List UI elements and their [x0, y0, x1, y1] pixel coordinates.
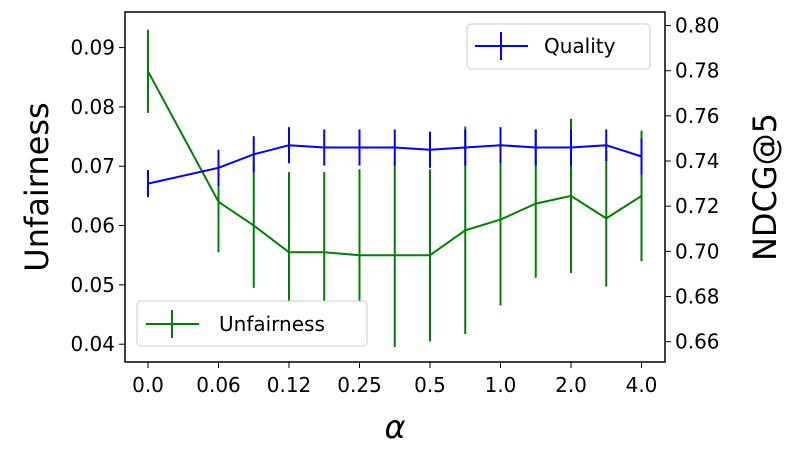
- y-right-tick-label: 0.74: [675, 149, 720, 173]
- series-quality: [147, 127, 643, 198]
- y-axis-right-title: NDCG@5: [746, 113, 784, 261]
- series-line-quality: [147, 144, 642, 185]
- x-tick-label: 0.5: [414, 373, 446, 397]
- series-unfairness: [147, 29, 643, 348]
- legend-quality-label: Quality: [544, 34, 616, 58]
- legend-quality-box: [466, 23, 651, 70]
- legend-quality-marker: [475, 32, 528, 60]
- legend-unfairness-box: [136, 300, 368, 347]
- x-tick-label: 2.0: [555, 373, 587, 397]
- y-right-tick-label: 0.76: [675, 104, 720, 128]
- x-tick-label: 0.25: [337, 373, 382, 397]
- x-tick-label: 1.0: [485, 373, 517, 397]
- series-layer: [147, 29, 643, 348]
- y-left-tick-label: 0.04: [70, 332, 115, 356]
- y-right-tick-label: 0.66: [675, 330, 720, 354]
- x-axis: 0.0 0.06 0.12 0.25 0.5 1.0 2.0 4.0: [132, 362, 657, 397]
- y-right-tick-label: 0.68: [675, 285, 720, 309]
- x-tick-label: 0.06: [196, 373, 241, 397]
- y-right-tick-label: 0.78: [675, 59, 720, 83]
- x-tick-label: 4.0: [626, 373, 658, 397]
- legend-unfairness-marker: [146, 310, 199, 338]
- y-right-tick-label: 0.72: [675, 194, 720, 218]
- y-left-tick-label: 0.09: [70, 36, 115, 60]
- legend-quality: Quality: [466, 23, 651, 70]
- y-left-tick-label: 0.08: [70, 95, 115, 119]
- y-left-tick-label: 0.05: [70, 273, 115, 297]
- legend-unfairness-label: Unfairness: [219, 312, 325, 336]
- x-tick-label: 0.0: [132, 373, 164, 397]
- y-right-tick-label: 0.70: [675, 239, 720, 263]
- y-axis-left: 0.04 0.05 0.06 0.07 0.08 0.09: [70, 36, 125, 356]
- y-right-tick-label: 0.80: [675, 14, 720, 38]
- x-tick-label: 0.12: [267, 373, 312, 397]
- legend-unfairness: Unfairness: [136, 300, 368, 347]
- plot-frame: [124, 11, 666, 363]
- y-axis-left-title: Unfairness: [18, 102, 56, 271]
- y-axis-right: 0.66 0.68 0.70 0.72 0.74 0.76 0.78 0.80: [665, 14, 720, 354]
- x-axis-title: α: [384, 408, 405, 446]
- y-left-tick-label: 0.06: [70, 214, 115, 238]
- series-line-unfairness: [147, 70, 643, 257]
- y-left-tick-label: 0.07: [70, 154, 115, 178]
